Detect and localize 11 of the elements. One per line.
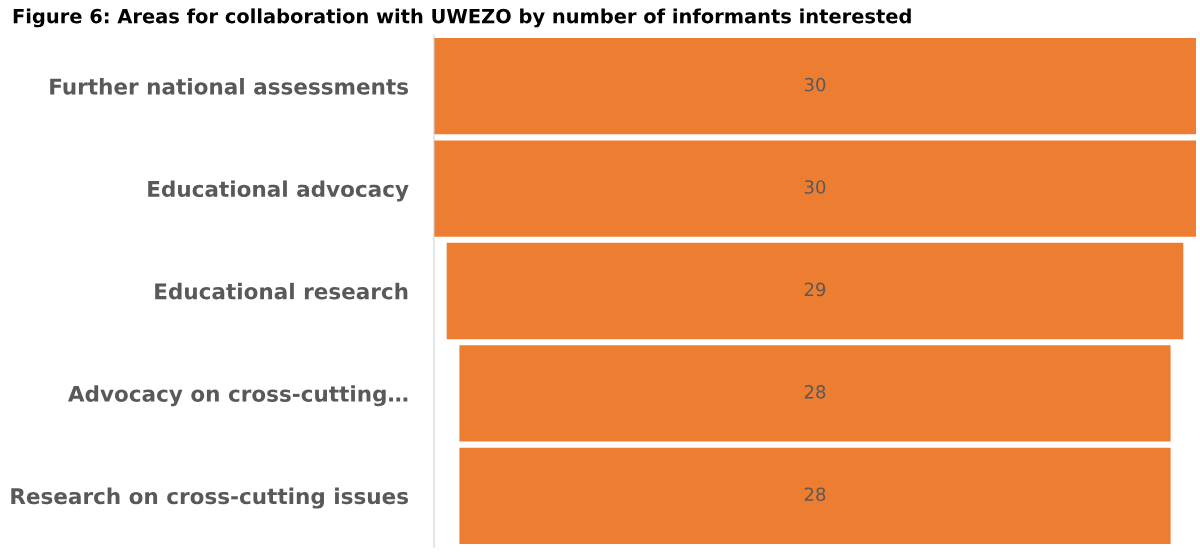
category-label: Educational research <box>155 282 408 300</box>
category-label: Educational advocacy <box>148 180 409 202</box>
data-label: 28 <box>804 487 826 502</box>
category-label: Advocacy on cross-cutting… <box>67 385 408 407</box>
data-label: 29 <box>804 282 826 297</box>
data-label: 28 <box>804 384 826 399</box>
category-label: Research on cross-cutting issues <box>11 487 408 509</box>
text: Figure 6: Areas for collaboration with UWEZO by number of informants interested <box>13 8 911 28</box>
data-label: 30 <box>804 77 826 92</box>
category-label: Further national assessments <box>50 78 408 95</box>
data-label: 30 <box>804 180 826 194</box>
